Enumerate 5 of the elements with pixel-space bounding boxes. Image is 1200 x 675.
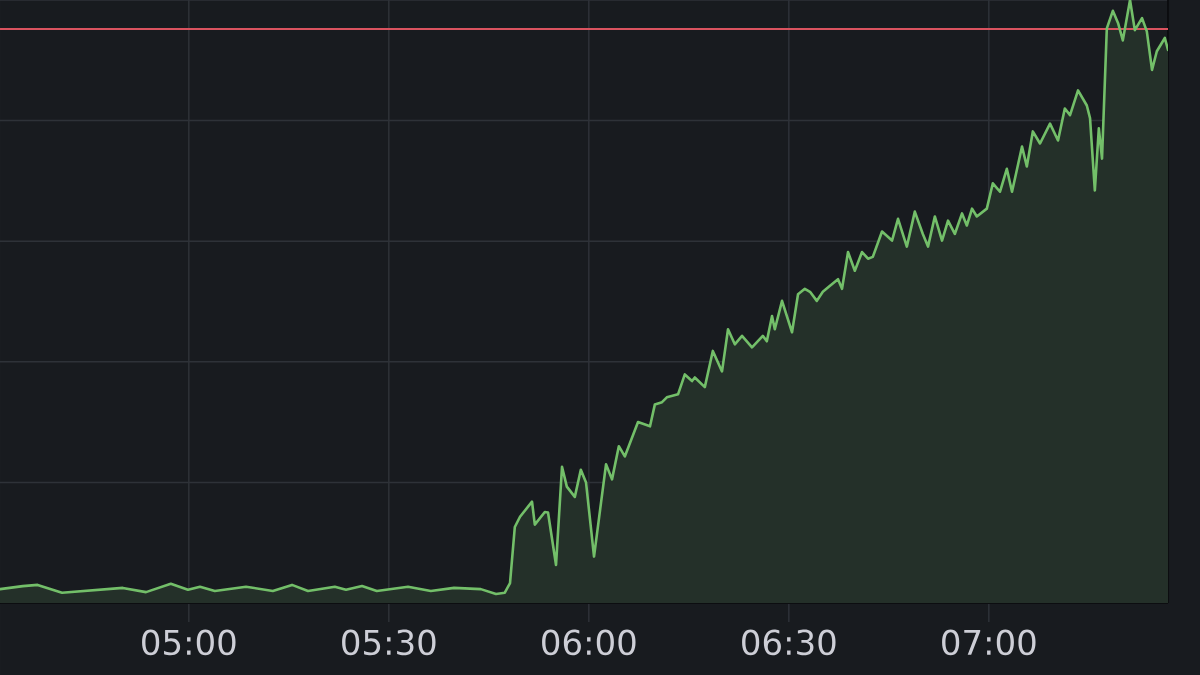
- x-tick-label: 05:30: [342, 629, 436, 656]
- x-tick-label: 06:00: [542, 629, 636, 656]
- x-tick-label: 07:00: [942, 629, 1036, 656]
- x-tick-label: 06:30: [742, 629, 836, 656]
- x-tick-label: 05:00: [142, 629, 236, 656]
